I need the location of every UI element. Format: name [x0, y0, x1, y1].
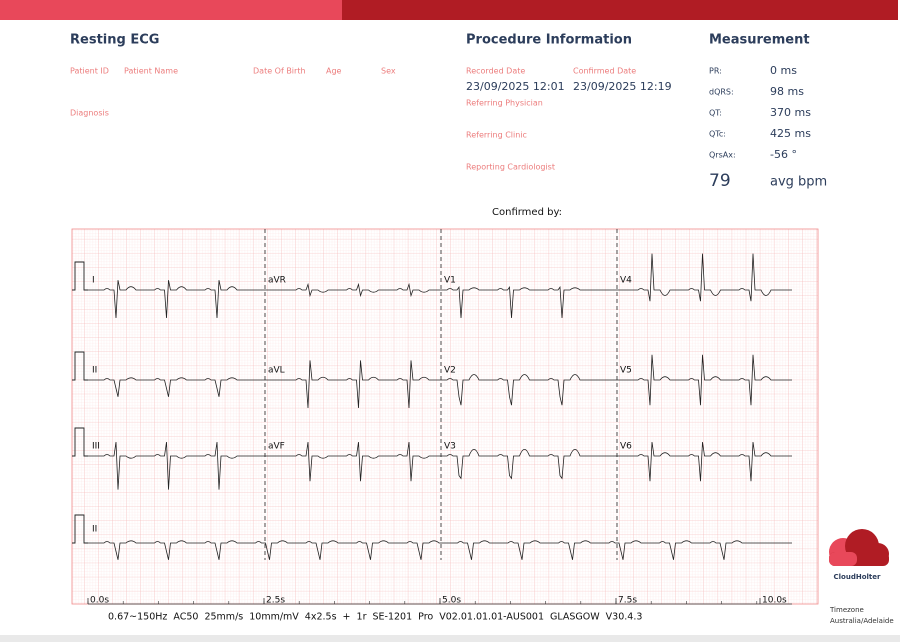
field-label: Patient ID	[70, 67, 109, 76]
time-label: 2.5s	[266, 596, 285, 606]
field-label: Referring Clinic	[466, 131, 527, 140]
lead-label: II	[92, 366, 97, 376]
lead-label: aVR	[268, 276, 286, 286]
ecg-trace	[617, 253, 792, 302]
ecg-trace	[441, 449, 617, 480]
measurement-value: 0 ms	[770, 64, 797, 77]
measurement-value: 425 ms	[770, 127, 811, 140]
heart-rate-unit: avg bpm	[770, 175, 827, 190]
lead-label: V4	[620, 276, 632, 286]
measurement-label: PR:	[709, 67, 722, 76]
calibration-pulse	[72, 261, 88, 291]
lead-label: V1	[444, 276, 456, 286]
ecg-trace	[441, 374, 617, 406]
ecg-trace	[617, 354, 792, 406]
ecg-trace	[265, 441, 441, 482]
heart-rate: 79	[709, 171, 731, 191]
measurement-label: QTc:	[709, 130, 726, 139]
field-label: Reporting Cardiologist	[466, 163, 555, 172]
lead-label: V6	[620, 442, 632, 452]
field-label: Referring Physician	[466, 99, 543, 108]
lead-label: aVF	[268, 442, 285, 452]
lead-label: V5	[620, 366, 632, 376]
ecg-trace	[88, 441, 265, 490]
lead-label: II	[92, 525, 97, 535]
measurements: PR: 0 ms dQRS: 98 ms QT: 370 ms QTc: 425 ms QrsA…	[709, 64, 811, 161]
section-title: Resting ECG	[70, 33, 159, 48]
time-label: 5.0s	[442, 596, 461, 606]
bottom-strip	[0, 635, 900, 642]
ecg-trace	[617, 441, 792, 482]
top-bar-right	[342, 0, 898, 20]
section-title: Procedure Information	[466, 33, 632, 48]
ecg-trace	[441, 286, 617, 319]
field-label: Confirmed Date	[573, 67, 636, 76]
measurement-label: dQRS:	[709, 88, 734, 97]
section-title: Measurement	[709, 33, 810, 48]
lead-label: V2	[444, 366, 456, 376]
measurement-value: -56 °	[770, 148, 797, 161]
timezone-label: Timezone	[829, 606, 864, 614]
timezone-value: Australia/Adelaide	[830, 617, 894, 625]
ecg-trace	[88, 280, 265, 319]
lead-label: III	[92, 442, 100, 452]
time-label: 10.0s	[762, 596, 787, 606]
measurement-label: QT:	[709, 109, 722, 118]
lead-label: V3	[444, 442, 456, 452]
time-label: 0.0s	[90, 596, 109, 606]
ecg-trace	[88, 540, 792, 560]
ecg-trace	[265, 282, 441, 298]
field-label: Date Of Birth	[253, 67, 306, 76]
ecg-settings: 0.67~150Hz AC50 25mm/s 10mm/mV 4x2.5s + …	[108, 612, 642, 623]
calibration-pulse	[72, 351, 88, 381]
measurement-value: 98 ms	[770, 85, 804, 98]
field-label: Diagnosis	[70, 109, 109, 118]
field-value: 23/09/2025 12:01	[466, 80, 565, 93]
top-bar-left	[0, 0, 342, 20]
field-value: 23/09/2025 12:19	[573, 80, 672, 93]
field-label: Patient Name	[124, 67, 178, 76]
ecg-grid	[71, 228, 819, 605]
logo-icon	[829, 529, 889, 566]
measurement-label: QrsAx:	[709, 151, 736, 160]
measurement-value: 370 ms	[770, 106, 811, 119]
field-label: Age	[326, 67, 342, 76]
calibration-pulse	[72, 427, 88, 457]
calibration-pulse	[72, 514, 88, 544]
confirmed-by: Confirmed by:	[492, 207, 562, 218]
logo-text: CloudHolter	[834, 573, 882, 581]
ecg-trace	[265, 360, 441, 409]
lead-label: I	[92, 276, 95, 286]
time-label: 7.5s	[618, 596, 637, 606]
field-label: Sex	[381, 67, 396, 76]
lead-label: aVL	[268, 366, 285, 376]
ecg-trace	[88, 377, 265, 397]
field-label: Recorded Date	[466, 67, 525, 76]
